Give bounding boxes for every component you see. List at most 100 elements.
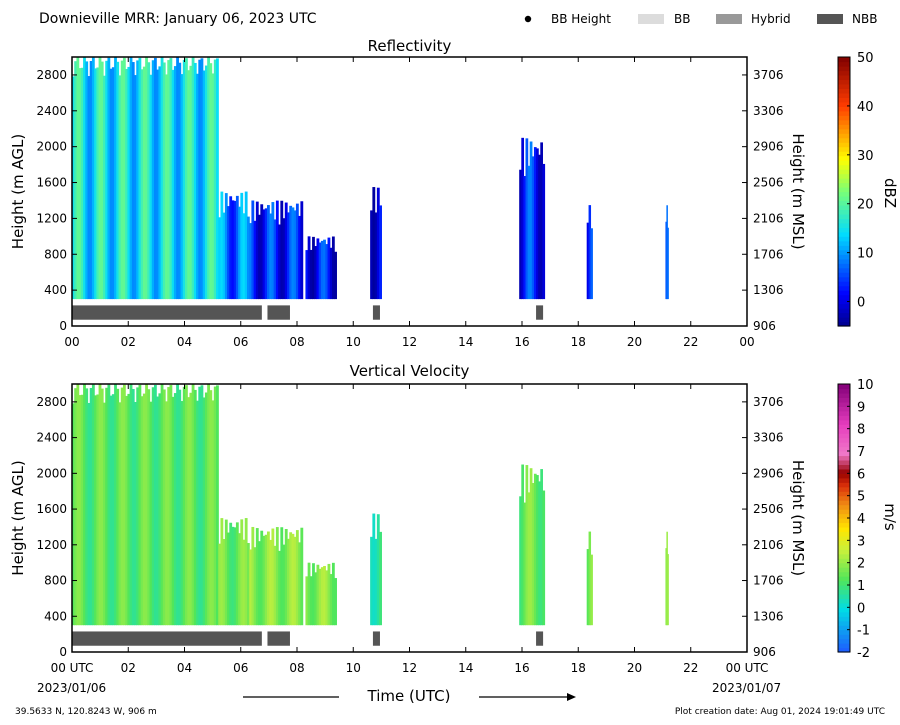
start-date-label: 2023/01/06 [37, 681, 106, 695]
echo-region [586, 531, 593, 626]
x-tick-label: 10 [346, 661, 361, 675]
colorbar-tick-label: 7 [857, 445, 865, 460]
x-axis-arrowhead [567, 693, 576, 701]
y-tick-label-right: 3706 [753, 395, 784, 409]
colorbar-tick-label: 0 [857, 296, 865, 311]
x-tick-label: 04 [177, 661, 192, 675]
y-tick-label: 2000 [36, 140, 67, 154]
y-tick-label: 0 [59, 319, 67, 333]
y-tick-label: 2400 [36, 104, 67, 118]
echo-region [370, 187, 382, 300]
echo-region [72, 57, 219, 300]
y-tick-label-right: 2106 [753, 538, 784, 552]
x-axis-label: Time (UTC) [367, 687, 451, 705]
y-tick-label: 800 [44, 574, 67, 588]
colorbar-tick-label: 50 [857, 51, 874, 66]
colorbar-tick-label: 6 [857, 467, 865, 482]
x-tick-label: 04 [177, 335, 192, 349]
colorbar-tick-label: 4 [857, 512, 865, 527]
echo-region [305, 236, 337, 300]
colorbar-tick-label: 40 [857, 100, 874, 115]
colorbar-tick-label: 5 [857, 490, 865, 505]
echo-region [519, 137, 546, 300]
x-tick-label: 22 [683, 335, 698, 349]
legend-marker-bb [638, 14, 664, 24]
y-tick-label: 1600 [36, 502, 67, 516]
y-tick-label: 0 [59, 645, 67, 659]
x-tick-label: 22 [683, 661, 698, 675]
y-axis-label: Height (m AGL) [9, 460, 27, 575]
colorbar-tick-label: 3 [857, 534, 865, 549]
colorbar-frame [837, 56, 851, 327]
y-tick-label: 2800 [36, 68, 67, 82]
colorbar-tick-label: 30 [857, 149, 874, 164]
y-tick-label-right: 1706 [753, 247, 784, 261]
echo-region [665, 205, 669, 300]
colorbar-tick-label: 8 [857, 423, 865, 438]
x-tick-label: 02 [121, 661, 136, 675]
y-tick-label-right: 1306 [753, 283, 784, 297]
y-tick-label: 1200 [36, 211, 67, 225]
colorbar-tick-label: 0 [857, 601, 865, 616]
x-tick-label: 02 [121, 335, 136, 349]
colorbar-unit-label: m/s [881, 503, 899, 531]
legend: BB Height BB Hybrid NBB [524, 12, 877, 26]
y-tick-label: 2400 [36, 431, 67, 445]
colorbar-tick-label: 10 [857, 378, 874, 393]
colorbar-tick-label: 10 [857, 247, 874, 262]
creation-date-label: Plot creation date: Aug 01, 2024 19:01:4… [675, 707, 885, 717]
y-tick-label-right: 1306 [753, 609, 784, 623]
y-tick-label: 1200 [36, 538, 67, 552]
x-tick-label: 16 [514, 661, 529, 675]
y-tick-label-right: 2106 [753, 211, 784, 225]
nbb-bar [267, 631, 290, 646]
y-tick-label-right: 2906 [753, 140, 784, 154]
colorbar: -2 -1 0 1 2 3 4 5 6 7 8 9 10 m/s [837, 378, 899, 661]
x-tick-label: 00 UTC [726, 661, 769, 675]
nbb-bar [72, 631, 262, 646]
x-tick-label: 08 [289, 335, 304, 349]
nbb-bar [372, 631, 380, 646]
x-tick-label: 00 UTC [51, 661, 94, 675]
y-tick-label: 800 [44, 247, 67, 261]
nbb-bar [372, 305, 380, 320]
panel-title: Vertical Velocity [350, 362, 470, 380]
reflectivity-panel: Reflectivity 0 906 40 0 1306 800 1706 1200 2106 16… [9, 37, 899, 349]
x-tick-label: 20 [627, 335, 642, 349]
x-tick-label: 12 [402, 661, 417, 675]
nbb-bar [536, 305, 544, 320]
x-tick-label: 16 [514, 335, 529, 349]
y-tick-label: 2000 [36, 466, 67, 480]
x-tick-label: 18 [571, 661, 586, 675]
y-tick-label-right: 3706 [753, 68, 784, 82]
y-tick-label: 2800 [36, 395, 67, 409]
y-axis-label: Height (m AGL) [9, 134, 27, 249]
y-tick-label: 400 [44, 609, 67, 623]
location-label: 39.5633 N, 120.8243 W, 906 m [15, 707, 157, 717]
echo-region [305, 562, 337, 626]
end-date-label: 2023/01/07 [712, 681, 781, 695]
x-tick-label: 00 [739, 335, 754, 349]
x-tick-label: 14 [458, 335, 473, 349]
panel-title: Reflectivity [368, 37, 452, 55]
nbb-bar [72, 305, 262, 320]
x-tick-label: 20 [627, 661, 642, 675]
echo-region [665, 531, 669, 626]
legend-label-nbb: NBB [852, 12, 877, 26]
colorbar-tick-label: -1 [857, 624, 870, 639]
y-tick-label-right: 3306 [753, 431, 784, 445]
colorbar: 0 10 20 30 40 50 dBZ [837, 51, 899, 327]
y-tick-label-right: 906 [753, 319, 776, 333]
legend-label-hybrid: Hybrid [751, 12, 791, 26]
echo-region [249, 526, 304, 626]
legend-label-bb: BB [674, 12, 690, 26]
x-tick-label: 08 [289, 661, 304, 675]
y-axis-label-right: Height (m MSL) [789, 133, 807, 249]
echo-region [519, 464, 546, 626]
colorbar-tick-label: 9 [857, 400, 865, 415]
x-tick-label: 10 [346, 335, 361, 349]
y-tick-label: 1600 [36, 176, 67, 190]
plot-area [72, 57, 669, 320]
